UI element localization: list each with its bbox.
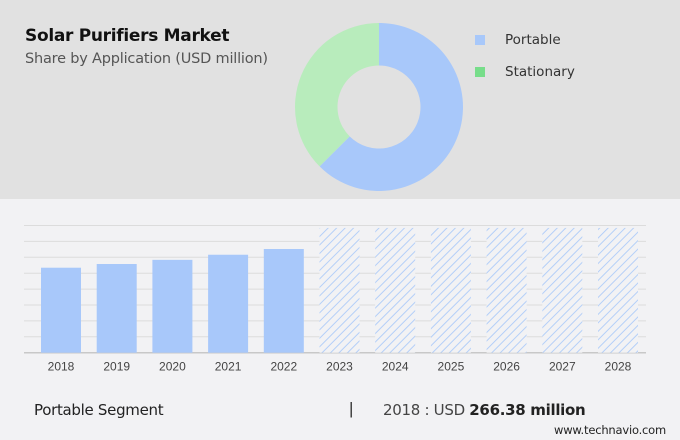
segment-value-amount: 266.38 million — [469, 401, 586, 419]
x-tick-label: 2026 — [493, 360, 520, 374]
bar-chart: 2018 2019 2020 2021 2022 2023 2024 2025 2026 2027… — [24, 225, 646, 374]
bar-2020 — [152, 259, 193, 353]
legend-swatch-portable — [475, 35, 485, 45]
segment-value: 2018 : USD 266.38 million — [383, 401, 586, 419]
legend-item-portable: Portable — [475, 32, 561, 48]
segment-panel: 2018 2019 2020 2021 2022 2023 2024 2025 2026 2027… — [0, 199, 680, 440]
bar-2018 — [41, 267, 81, 353]
donut-slice-stationary — [295, 23, 379, 167]
segment-label: Portable Segment — [34, 401, 164, 419]
forecast-bar-2028 — [598, 227, 638, 353]
bar-2021 — [208, 254, 249, 353]
forecast-bar-2024 — [375, 227, 416, 353]
forecast-bar-2025 — [430, 227, 471, 353]
legend-item-stationary: Stationary — [475, 64, 575, 80]
chart-title: Solar Purifiers Market — [25, 26, 230, 46]
legend-swatch-stationary — [475, 67, 485, 77]
donut-slice-portable — [319, 23, 463, 191]
footer-separator: | — [349, 399, 354, 418]
donut-chart — [295, 23, 463, 191]
x-tick-label: 2028 — [605, 360, 632, 374]
forecast-bar-2023 — [319, 227, 360, 353]
x-tick-label: 2019 — [103, 360, 130, 374]
bar-2019 — [96, 263, 137, 353]
segment-value-prefix: 2018 : USD — [383, 401, 470, 419]
x-tick-label: 2020 — [159, 360, 186, 374]
legend-label-portable: Portable — [505, 32, 561, 48]
x-tick-label: 2025 — [438, 360, 465, 374]
x-tick-label: 2024 — [382, 360, 409, 374]
x-tick-label: 2018 — [48, 360, 75, 374]
x-tick-label: 2023 — [326, 360, 353, 374]
source-link[interactable]: www.technavio.com — [554, 423, 666, 437]
legend-label-stationary: Stationary — [505, 64, 575, 80]
bar-2022 — [263, 248, 304, 353]
x-tick-label: 2022 — [270, 360, 297, 374]
chart-subtitle: Share by Application (USD million) — [25, 51, 268, 67]
forecast-bar-2027 — [542, 227, 583, 353]
x-tick-label: 2027 — [549, 360, 576, 374]
share-panel: Solar Purifiers Market Share by Applicat… — [0, 0, 680, 199]
x-tick-label: 2021 — [215, 360, 242, 374]
forecast-bar-2026 — [486, 227, 527, 353]
